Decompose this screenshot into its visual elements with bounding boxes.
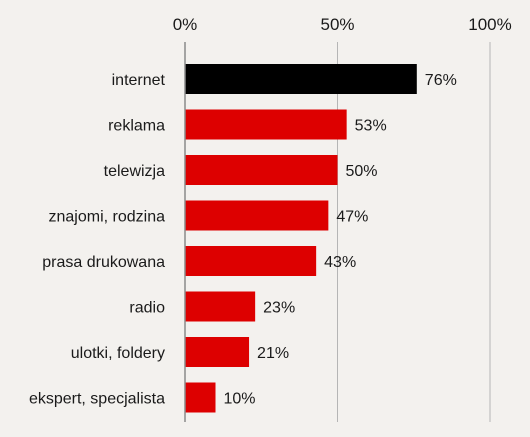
category-label: prasa drukowana xyxy=(42,254,165,271)
category-label: znajomi, rodzina xyxy=(49,209,166,226)
value-label: 23% xyxy=(263,300,295,317)
bar-0 xyxy=(185,64,417,94)
bar-6 xyxy=(185,337,250,367)
value-label: 53% xyxy=(355,118,387,135)
bars xyxy=(185,64,417,413)
category-label: radio xyxy=(129,300,165,317)
value-label: 43% xyxy=(324,254,356,271)
bar-1 xyxy=(185,109,347,140)
category-label: ekspert, specjalista xyxy=(29,391,165,408)
category-label: telewizja xyxy=(104,163,165,180)
bar-2 xyxy=(185,155,338,185)
x-tick-label: 100% xyxy=(468,15,511,34)
bar-3 xyxy=(185,200,329,231)
value-label: 47% xyxy=(336,209,368,226)
value-label: 10% xyxy=(224,391,256,408)
value-label: 50% xyxy=(346,163,378,180)
bar-5 xyxy=(185,291,256,322)
value-labels: 76% 53% 50% 47% 43% 23% 21% 10% xyxy=(224,72,457,408)
x-axis-ticks: 0% 50% 100% xyxy=(173,15,512,34)
category-labels: internet reklama telewizja znajomi, rodzina… xyxy=(29,72,166,408)
x-tick-label: 0% xyxy=(173,15,198,34)
category-label: ulotki, foldery xyxy=(71,345,165,362)
category-label: internet xyxy=(112,72,166,89)
x-tick-label: 50% xyxy=(320,15,354,34)
value-label: 76% xyxy=(425,72,457,89)
category-label: reklama xyxy=(108,118,165,135)
value-label: 21% xyxy=(257,345,289,362)
bar-7 xyxy=(185,382,216,413)
bar-4 xyxy=(185,246,317,276)
grid-lines xyxy=(337,42,491,422)
